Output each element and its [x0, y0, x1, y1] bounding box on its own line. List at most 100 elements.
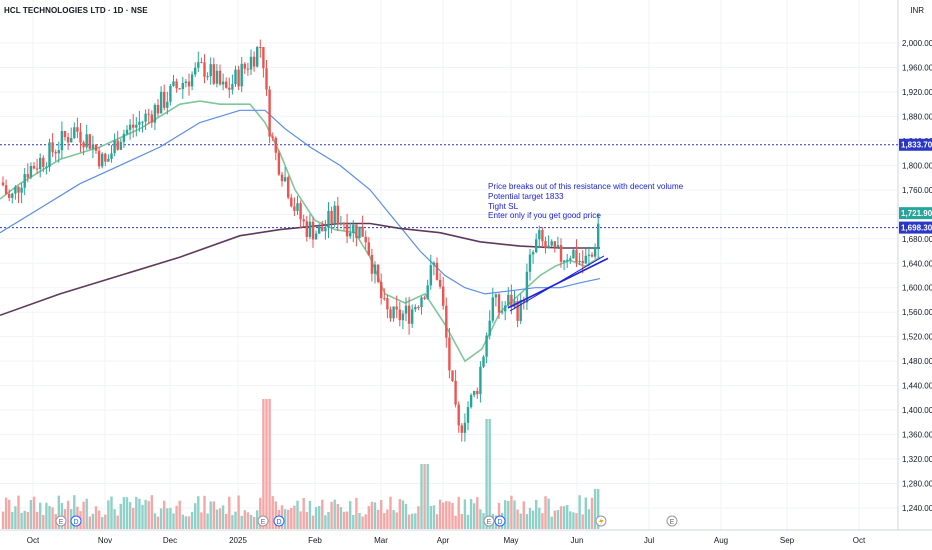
- event-marker-e: [55, 515, 67, 527]
- resistance-price-tag: 1,698.30: [901, 224, 932, 233]
- volume-bar: [181, 514, 184, 529]
- candle-body: [48, 142, 51, 167]
- event-marker-label: E: [670, 519, 675, 526]
- candle-body: [556, 245, 560, 248]
- time-axis[interactable]: Oct Nov Dec 2025 Feb Mar Apr May Jun Jul Aug Sep Oct: [27, 536, 866, 545]
- symbol-title: HCL TECHNOLOGIES LTD · 1D · NSE: [4, 6, 148, 15]
- trendline[interactable]: [507, 255, 609, 312]
- candle-body: [392, 306, 395, 319]
- candle-body: [383, 298, 386, 300]
- candle-body: [324, 227, 327, 232]
- chart-annotation[interactable]: Price breaks out of this resistance with…: [488, 182, 683, 221]
- volume-bar: [252, 516, 256, 529]
- candle-body: [252, 56, 256, 67]
- volume-bar: [345, 511, 349, 529]
- volume-bar: [190, 511, 194, 529]
- price-axis[interactable]: 1,240.00 1,280.00 1,320.00 1,360.00 1,400.00…: [899, 39, 932, 513]
- candle-body: [97, 150, 101, 167]
- candle-body: [231, 84, 234, 90]
- volume-bar: [584, 497, 587, 529]
- volume-bar: [97, 510, 101, 529]
- volume-bar: [342, 511, 346, 529]
- candle-body: [522, 299, 525, 303]
- candle-body: [39, 157, 42, 169]
- candle-body: [243, 63, 246, 69]
- annotation-line-2: Potential target 1833: [488, 191, 564, 201]
- candle-body: [352, 224, 355, 233]
- target-price-tag: 1,833.70: [901, 141, 932, 150]
- volume-bar: [479, 509, 482, 529]
- candle-body: [597, 223, 600, 248]
- candle-body: [510, 294, 513, 308]
- candle-body: [438, 279, 442, 287]
- volume-bar: [240, 515, 243, 529]
- volume-bar: [290, 507, 293, 529]
- candle-body: [156, 104, 160, 114]
- volume-bar: [215, 509, 219, 529]
- candle-body: [277, 152, 281, 175]
- candle-body: [321, 226, 324, 232]
- volume-bars: [1, 399, 600, 529]
- candle-body: [256, 46, 259, 67]
- volume-bar: [578, 495, 581, 529]
- volume-bar: [314, 507, 318, 529]
- volume-bar: [4, 497, 8, 529]
- candle-body: [32, 166, 36, 169]
- price-tick-label: 1,600.00: [902, 284, 932, 293]
- candle-body: [373, 264, 377, 274]
- volume-bar: [268, 399, 271, 529]
- time-tick-label: Oct: [27, 536, 40, 545]
- chart-grid: [0, 0, 932, 531]
- volume-bar: [287, 509, 290, 529]
- volume-bar: [116, 515, 119, 529]
- candle-body: [110, 153, 113, 159]
- candle-body: [318, 226, 321, 234]
- volume-bar: [209, 501, 212, 529]
- trendline-segment-2: [509, 255, 605, 312]
- candle-body: [525, 271, 529, 303]
- volume-bar: [42, 515, 45, 529]
- candle-body: [488, 320, 491, 336]
- candle-body: [8, 193, 11, 198]
- volume-bar: [249, 514, 253, 529]
- price-tick-label: 1,360.00: [902, 431, 932, 440]
- candle-body: [70, 138, 73, 143]
- candle-body: [566, 259, 569, 261]
- candle-body: [299, 203, 302, 220]
- candle-body: [327, 210, 330, 228]
- candle-body: [401, 313, 405, 321]
- candle-body: [221, 81, 225, 85]
- candle-body: [200, 62, 203, 64]
- volume-bar: [590, 497, 594, 529]
- candle-body: [380, 281, 383, 299]
- price-tick-label: 1,920.00: [902, 88, 932, 97]
- candle-body: [91, 144, 95, 149]
- volume-bar: [392, 510, 395, 529]
- volume-bar: [184, 516, 188, 529]
- volume-bar: [538, 507, 541, 529]
- volume-bar: [575, 513, 578, 529]
- candle-body: [535, 239, 538, 253]
- candle-body: [287, 177, 290, 198]
- volume-bar: [516, 509, 519, 529]
- volume-bar: [228, 496, 231, 529]
- candle-body: [349, 232, 352, 237]
- volume-bar: [485, 419, 488, 529]
- volume-bar: [128, 502, 132, 529]
- volume-bar: [144, 499, 147, 529]
- candle-body: [132, 124, 135, 128]
- candle-body: [184, 81, 188, 83]
- volume-bar: [429, 505, 432, 529]
- candle-body: [249, 56, 253, 70]
- candle-body: [63, 131, 67, 138]
- volume-bar: [299, 511, 302, 529]
- volume-bar: [243, 510, 246, 529]
- event-marker-d: [494, 515, 506, 527]
- candle-body: [209, 64, 212, 77]
- candle-body: [66, 137, 70, 143]
- volume-bar: [504, 500, 507, 529]
- candle-body: [144, 113, 147, 122]
- volume-bar: [218, 508, 222, 529]
